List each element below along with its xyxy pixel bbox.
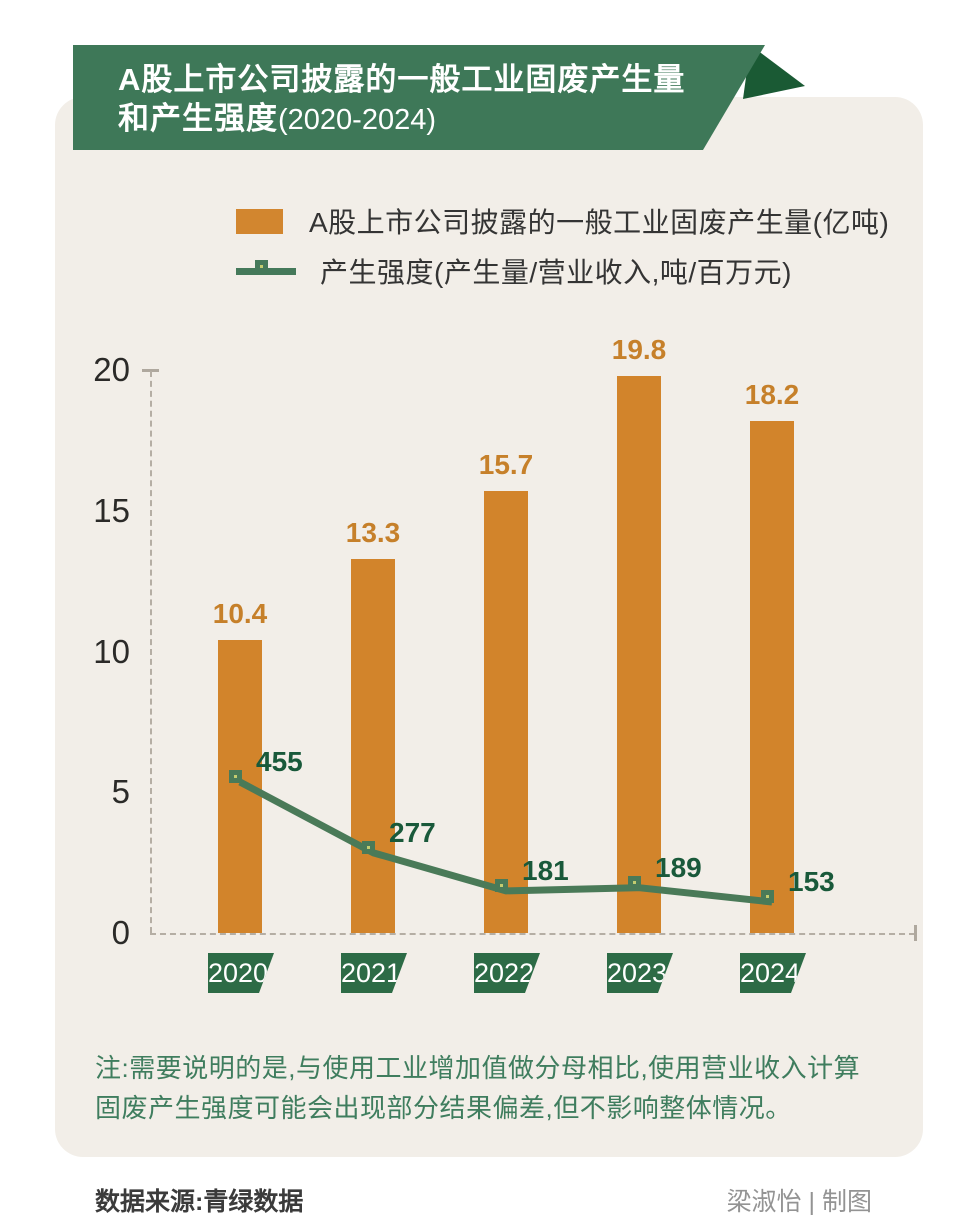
y-axis-line [150, 371, 152, 933]
intensity-marker-2021 [361, 841, 375, 855]
bar-value-label-2021: 13.3 [345, 516, 401, 548]
title-line-2-years: (2020-2024) [278, 104, 436, 136]
legend-item-bar-series: A股上市公司披露的一般工业固废产生量(亿吨) [236, 203, 889, 239]
legend-item-line-series: 产生强度(产生量/营业收入,吨/百万元) [236, 253, 889, 289]
intensity-value-label-2022: 181 [522, 854, 569, 886]
line-series-label: 产生强度(产生量/营业收入,吨/百万元) [320, 257, 792, 288]
y-axis-tick-label-10: 10 [93, 632, 130, 670]
footer-credit: 梁淑怡 | 制图 [726, 1188, 872, 1216]
title-line-2-bold: 和产生强度 [118, 101, 278, 136]
intensity-marker-2020 [228, 770, 242, 784]
y-axis-tick-label-20: 20 [93, 351, 130, 388]
line-series-marker-icon [236, 253, 296, 289]
bar-2021 [351, 558, 395, 933]
title-line-2: 和产生强度(2020-2024) [118, 100, 685, 139]
bar-2023 [617, 375, 661, 933]
y-axis-tick-label-0: 0 [111, 914, 130, 951]
year-flag-2020: 2020 [208, 953, 274, 993]
bar-value-label-2022: 15.7 [478, 449, 534, 481]
intensity-marker-2022 [494, 879, 508, 893]
intensity-marker-2024 [760, 890, 774, 904]
y-axis-top-tick [142, 369, 159, 372]
bar-2024 [750, 420, 794, 933]
title-line-1: A股上市公司披露的一般工业固废产生量 [118, 62, 686, 97]
bar-value-label-2024: 18.2 [744, 378, 800, 410]
bar-value-label-2023: 19.8 [611, 333, 667, 365]
x-axis-end-tick [914, 925, 917, 941]
bar-series-swatch-icon [236, 208, 283, 234]
intensity-value-label-2023: 189 [655, 851, 702, 883]
x-axis-line [150, 933, 915, 935]
note-text: 注:需要说明的是,与使用工业增加值做分母相比,使用营业收入计算固废产生强度可能会… [95, 1053, 861, 1124]
bar-2020 [218, 640, 262, 933]
intensity-value-label-2021: 277 [389, 816, 436, 848]
page-title: A股上市公司披露的一般工业固废产生量 和产生强度(2020-2024) [118, 60, 685, 139]
footer-source: 数据来源:青绿数据 [95, 1188, 304, 1216]
intensity-value-label-2024: 153 [788, 865, 835, 897]
legend: A股上市公司披露的一般工业固废产生量(亿吨) 产生强度(产生量/营业收入,吨/百… [236, 203, 889, 289]
bar-series-label: A股上市公司披露的一般工业固废产生量(亿吨) [309, 207, 890, 238]
title-banner: A股上市公司披露的一般工业固废产生量 和产生强度(2020-2024) [73, 45, 813, 150]
y-axis-tick-label-15: 15 [93, 491, 130, 529]
bar-value-label-2020: 10.4 [212, 598, 268, 630]
banner-background [73, 45, 765, 150]
year-flag-2021: 2021 [341, 953, 407, 993]
y-axis-tick-label-5: 5 [111, 773, 130, 811]
intensity-marker-2023 [627, 876, 641, 890]
intensity-value-label-2020: 455 [256, 745, 303, 777]
